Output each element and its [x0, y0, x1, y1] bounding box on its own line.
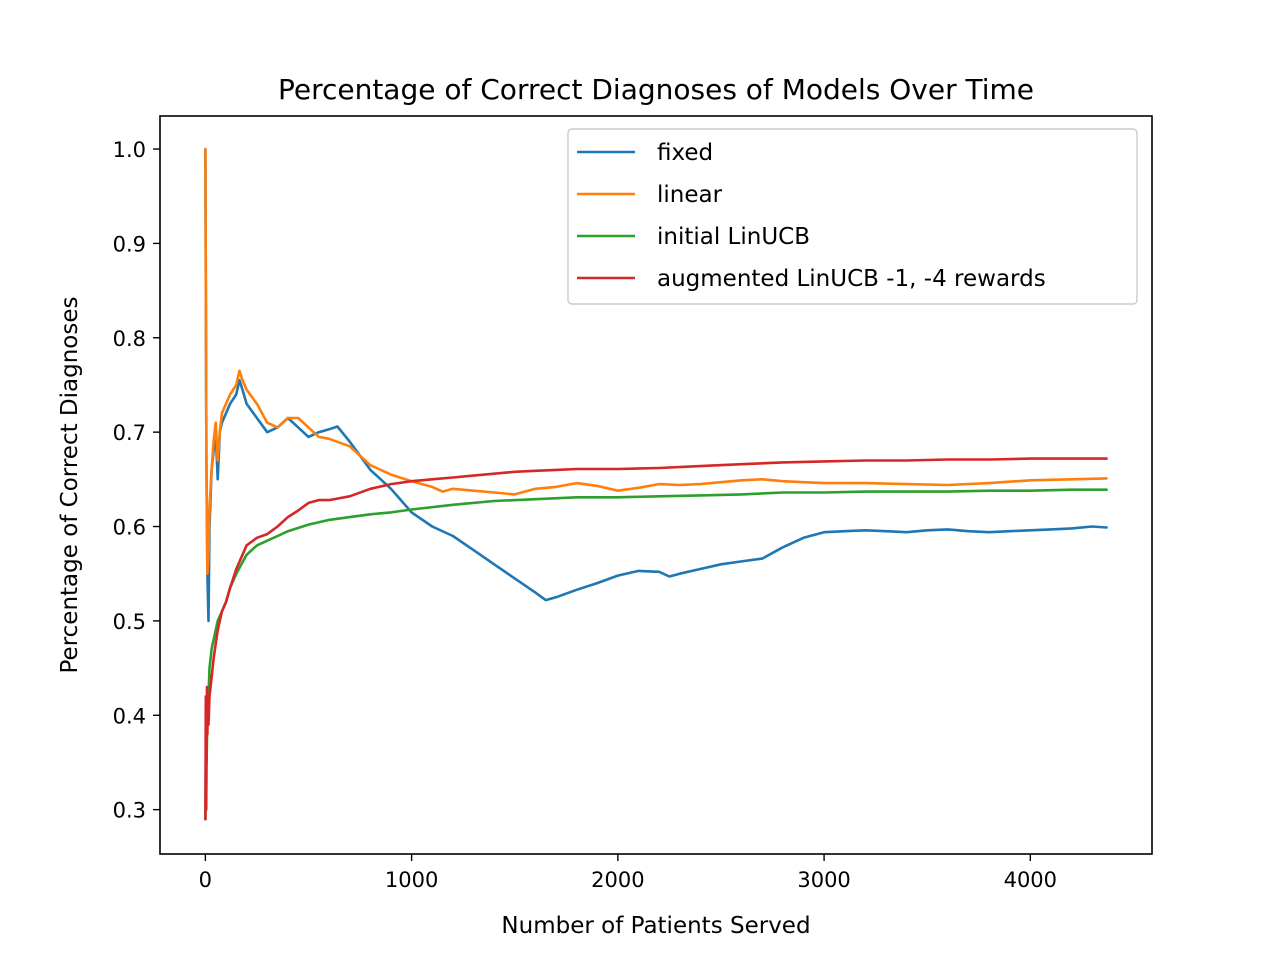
series-line-3 — [204, 457, 1108, 821]
y-tick-label: 0.9 — [113, 232, 146, 256]
x-tick-label: 2000 — [591, 868, 644, 892]
y-tick-label: 0.4 — [113, 704, 146, 728]
x-axis-label: Number of Patients Served — [501, 913, 810, 939]
y-tick-label: 0.7 — [113, 421, 146, 445]
legend-label-2: initial LinUCB — [657, 224, 810, 250]
x-tick-label: 3000 — [797, 868, 850, 892]
series-group — [204, 147, 1108, 821]
y-tick-label: 1.0 — [113, 138, 146, 162]
plot-area — [159, 115, 1153, 855]
x-axis: 0 1000 2000 3000 4000 — [199, 854, 1057, 892]
series-line-2 — [204, 488, 1108, 821]
legend-label-3: augmented LinUCB -1, -4 rewards — [657, 266, 1046, 292]
x-tick-label: 1000 — [385, 868, 438, 892]
y-tick-label: 0.5 — [113, 610, 146, 634]
x-tick-label: 4000 — [1004, 868, 1057, 892]
y-tick-label: 0.8 — [113, 327, 146, 351]
x-tick-label: 0 — [199, 868, 212, 892]
y-tick-label: 0.3 — [113, 799, 146, 823]
legend-label-0: fixed — [657, 140, 713, 166]
series-line-1 — [204, 147, 1108, 575]
legend-box — [567, 128, 1138, 305]
legend-label-1: linear — [657, 182, 723, 208]
y-tick-label: 0.6 — [113, 516, 146, 540]
chart-title: Percentage of Correct Diagnoses of Model… — [278, 73, 1034, 106]
legend: fixed linear initial LinUCB augmented LinUC… — [567, 128, 1138, 305]
plot-frame — [159, 115, 1153, 855]
y-axis-label: Percentage of Correct Diagnoses — [57, 297, 83, 674]
y-axis: 0.3 0.4 0.5 0.6 0.7 0.8 0.9 1.0 — [113, 138, 160, 823]
